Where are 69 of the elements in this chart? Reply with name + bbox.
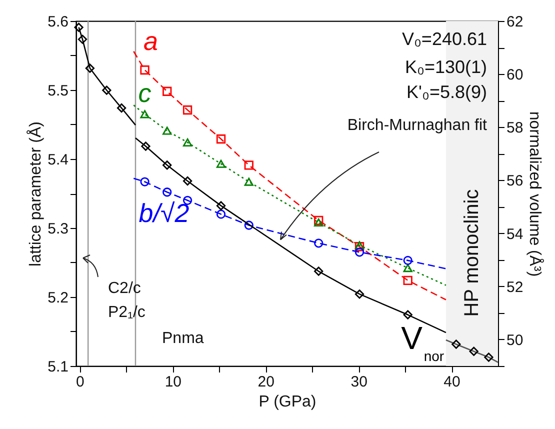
point [403, 256, 412, 265]
point [403, 276, 412, 286]
annotation: Birch-Murnaghan fit [347, 117, 488, 134]
y-tick-label: 5.5 [48, 82, 68, 100]
point [244, 160, 254, 170]
point [78, 34, 88, 44]
x-tick-label: 40 [444, 374, 460, 390]
point [244, 178, 254, 186]
point [140, 110, 150, 118]
y2-tick-label: 62 [506, 14, 524, 30]
x-tick-label: 20 [258, 374, 274, 390]
y2-tick-label: 54 [506, 226, 524, 243]
point [403, 310, 412, 320]
series-label: c [138, 78, 152, 108]
point [140, 65, 150, 75]
point [216, 134, 226, 144]
y2-tick-label: 60 [506, 66, 524, 84]
line-series [445, 339, 499, 363]
y-axis-title: lattice parameter (Å) [26, 122, 45, 266]
y2-tick-label: 56 [506, 172, 524, 190]
y-tick-label: 5.3 [48, 220, 68, 238]
point [314, 238, 324, 248]
annotation: Pnma [162, 330, 204, 347]
y2-tick-label: 58 [506, 120, 524, 137]
point [403, 264, 412, 272]
x-tick-label: 0 [76, 374, 84, 390]
y2-axis-title: normalized volume (Å³) [526, 111, 544, 277]
point [182, 105, 192, 115]
y-tick-label: 5.2 [48, 290, 68, 306]
point [182, 138, 192, 146]
point [354, 248, 364, 257]
y2-tick-label: 52 [506, 278, 524, 296]
x-axis-title: P (GPa) [258, 394, 316, 410]
annotation: K'₀=5.8(9) [406, 82, 487, 102]
annotation: V₀=240.61 [402, 29, 487, 49]
point [182, 176, 192, 186]
point [141, 142, 150, 151]
line-series [132, 177, 447, 270]
annotation: P2₁/c [108, 304, 146, 321]
point [85, 64, 95, 73]
series-label: a [144, 26, 158, 56]
point [216, 201, 226, 210]
point [484, 352, 494, 362]
y-tick-label: 5.4 [48, 152, 68, 168]
point [469, 346, 478, 356]
point [244, 220, 254, 230]
point [162, 188, 172, 197]
point [216, 210, 226, 219]
x-tick-label: 10 [164, 374, 182, 390]
point [354, 290, 364, 299]
point [452, 340, 461, 349]
point [162, 160, 172, 170]
annotation: C2/c [108, 280, 141, 297]
series-label: b/√2 [138, 198, 190, 228]
point [102, 86, 112, 95]
point [314, 218, 324, 227]
point [162, 86, 172, 96]
point [162, 126, 172, 135]
band-label: HP monoclinic [460, 189, 483, 317]
point [74, 22, 84, 32]
y2-tick-label: 50 [506, 332, 524, 349]
point [314, 266, 324, 276]
point [116, 103, 126, 113]
point [216, 160, 226, 168]
annotation: K₀=130(1) [404, 57, 487, 77]
point [140, 177, 150, 186]
x-tick-label: 30 [350, 374, 368, 390]
y-tick-label: 5.6 [48, 14, 68, 30]
y-tick-label: 5.1 [48, 358, 68, 376]
